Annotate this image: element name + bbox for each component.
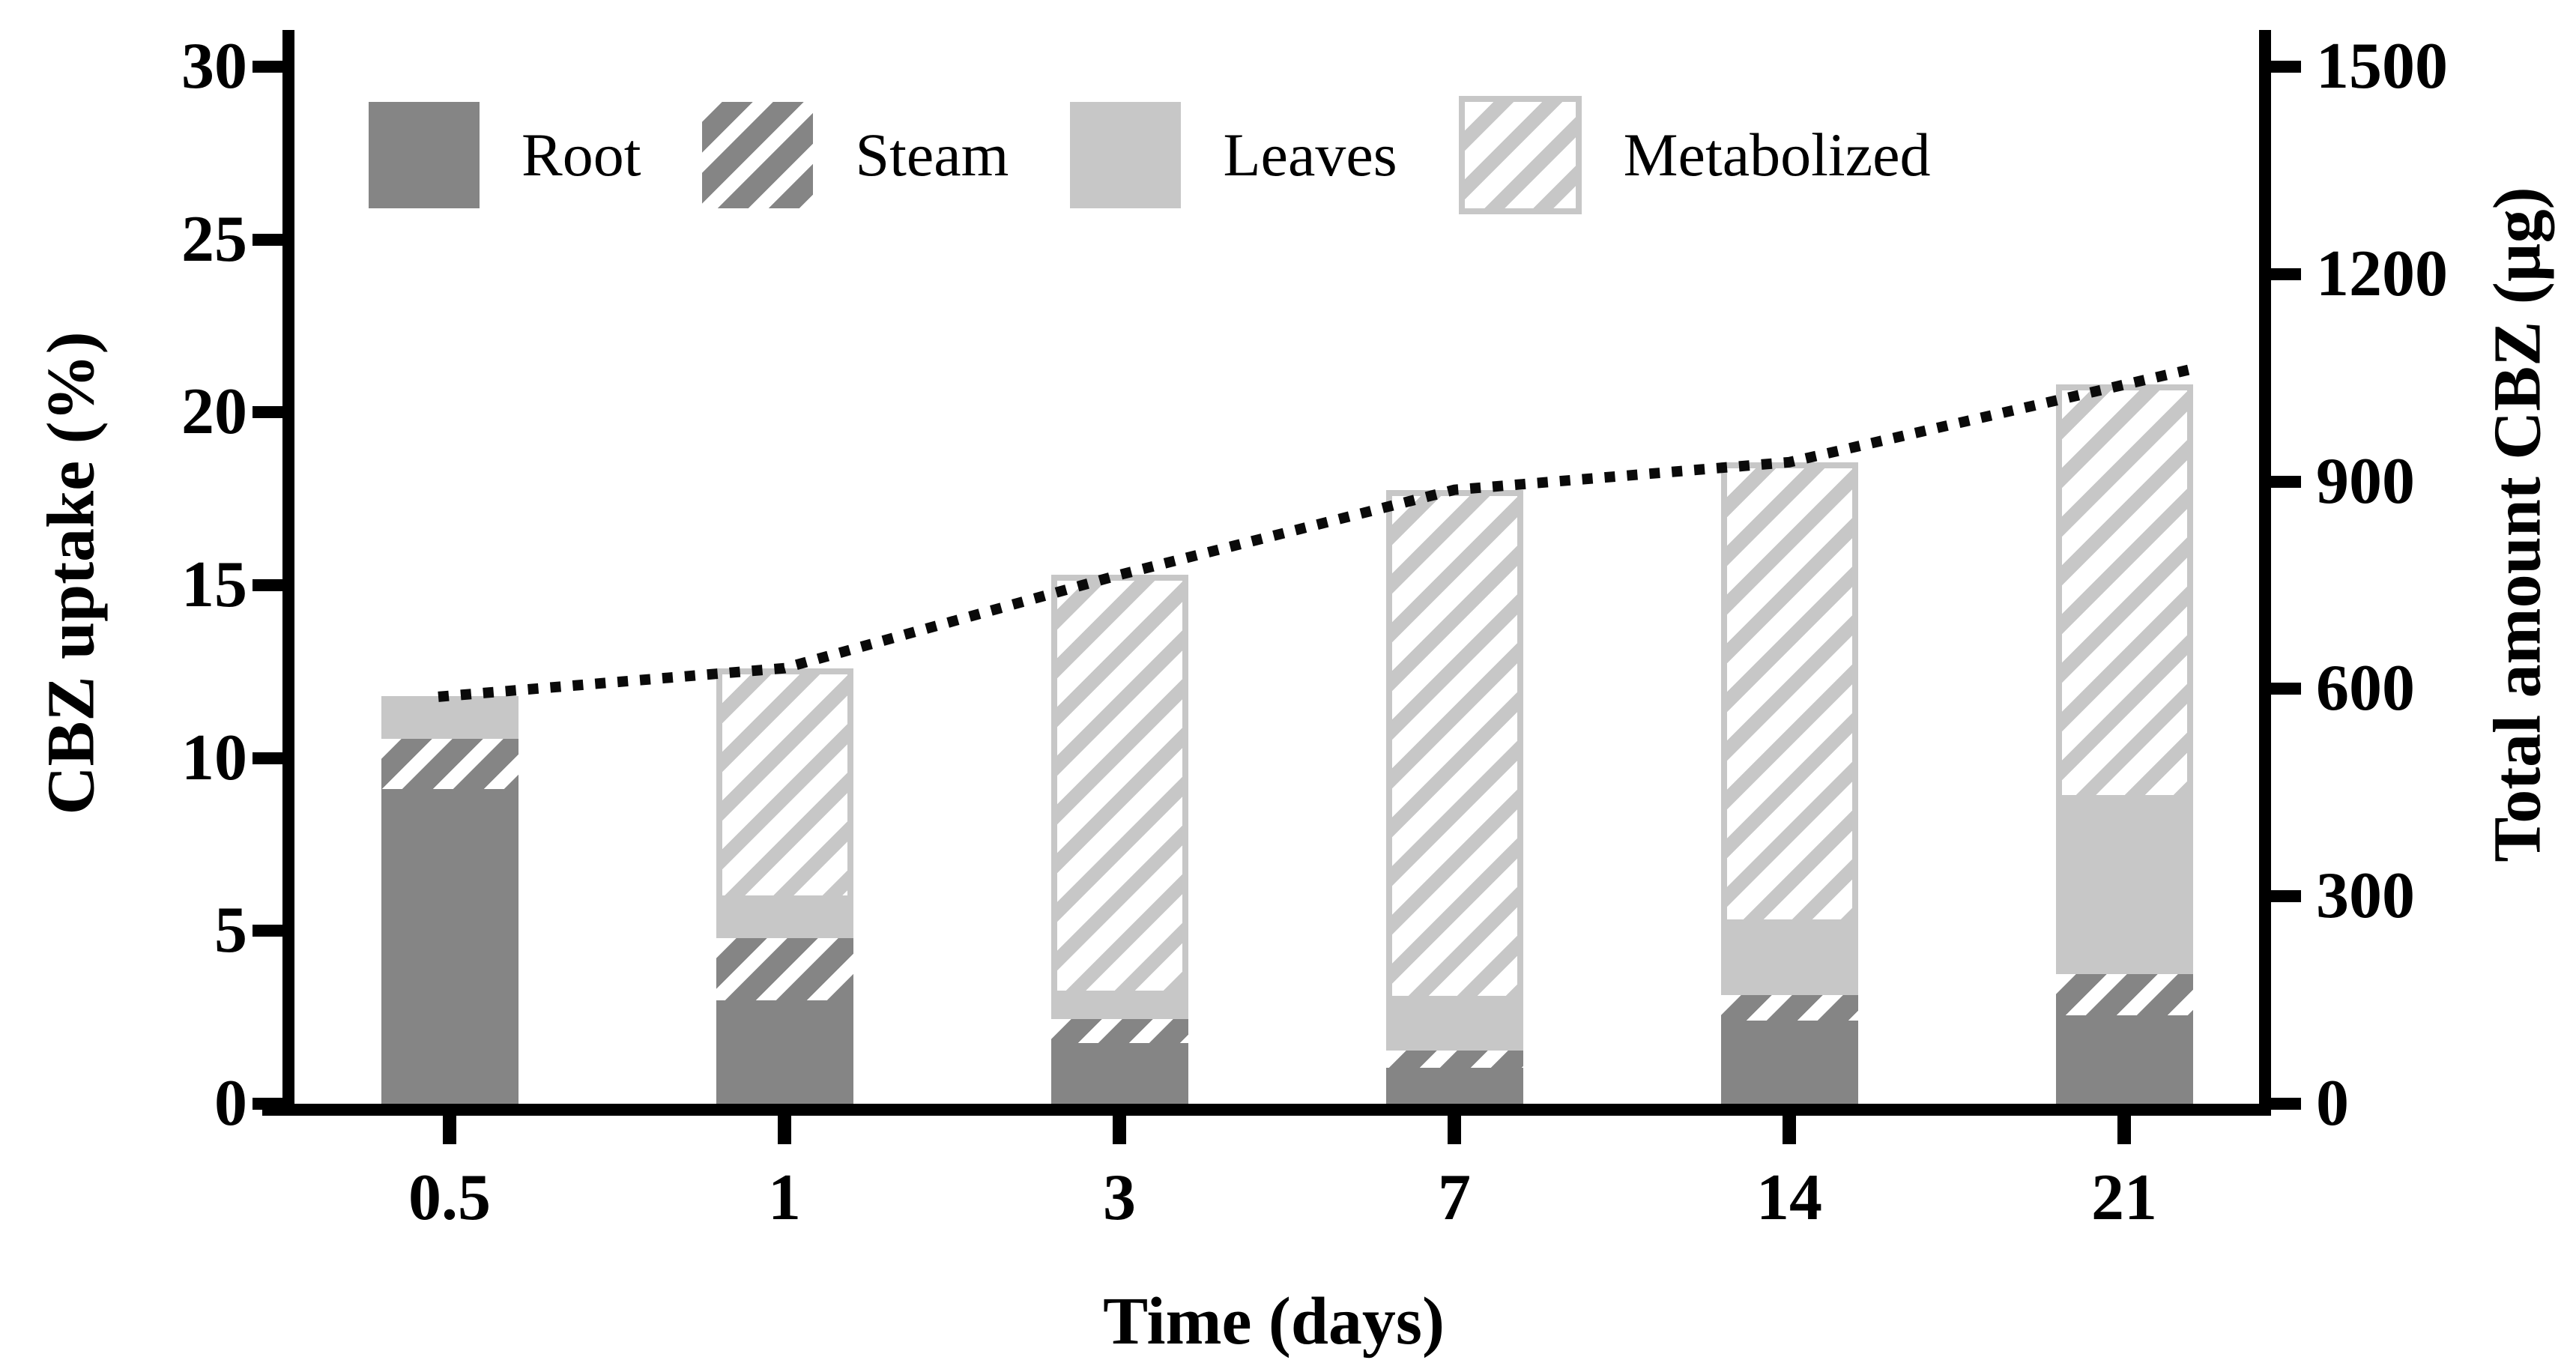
stacked-bar-day-21 xyxy=(2055,384,2193,1104)
bar-segment-metabolized xyxy=(716,668,853,902)
x-tick-label: 21 xyxy=(2091,1161,2157,1234)
legend-label-steam: Steam xyxy=(855,121,1009,189)
y-left-tick xyxy=(253,579,294,591)
legend-swatch-metabolized xyxy=(1458,96,1582,214)
bar-segment-leaves xyxy=(1050,997,1188,1019)
x-axis-title: Time (days) xyxy=(1103,1284,1445,1359)
bar-segment-metabolized xyxy=(2055,384,2193,802)
bar-segment-root xyxy=(1385,1067,1523,1104)
y-left-tick-label: 25 xyxy=(181,202,247,276)
bar-segment-leaves xyxy=(1720,925,1858,995)
bar-segment-steam xyxy=(1050,1019,1188,1044)
y-left-tick xyxy=(253,406,294,419)
bar-segment-leaves xyxy=(2055,801,2193,975)
y-left-tick-label: 10 xyxy=(181,721,247,794)
y-left-tick xyxy=(253,925,294,937)
stacked-bar-day-0.5 xyxy=(381,695,518,1104)
bar-segment-metabolized xyxy=(1720,462,1858,926)
bar-segment-steam xyxy=(381,739,518,790)
bar-segment-root xyxy=(1050,1043,1188,1104)
x-tick xyxy=(1113,1104,1126,1144)
y-axis-left-spine xyxy=(282,30,294,1116)
y-left-tick-label: 15 xyxy=(181,548,247,621)
y-left-tick-label: 30 xyxy=(181,30,247,103)
y-left-tick-label: 0 xyxy=(214,1067,247,1140)
x-tick xyxy=(1448,1104,1461,1144)
bar-segment-root xyxy=(716,1000,853,1104)
y-right-tick xyxy=(2259,890,2301,903)
legend: Root Steam Leaves Metabolized xyxy=(369,96,1930,214)
x-tick xyxy=(2117,1104,2131,1144)
y-right-tick-label: 1500 xyxy=(2316,30,2448,103)
y-left-tick-label: 5 xyxy=(214,894,247,967)
x-tick-label: 0.5 xyxy=(408,1161,491,1234)
bar-segment-root xyxy=(1720,1021,1858,1104)
x-axis-spine xyxy=(262,1104,2271,1116)
y-axis-right-spine xyxy=(2259,30,2271,1116)
bar-segment-leaves xyxy=(381,695,518,740)
bar-segment-root xyxy=(381,789,518,1104)
total-cbz-line-path xyxy=(438,362,2201,702)
y-right-tick-label: 300 xyxy=(2316,859,2415,933)
legend-item-root: Root xyxy=(369,102,641,208)
y-right-tick xyxy=(2259,1098,2301,1110)
bar-segment-steam xyxy=(716,937,853,1000)
x-tick-label: 3 xyxy=(1103,1161,1136,1234)
x-tick-label: 14 xyxy=(1756,1161,1822,1234)
legend-label-root: Root xyxy=(521,121,641,189)
legend-label-leaves: Leaves xyxy=(1223,121,1397,189)
legend-swatch-steam xyxy=(702,102,814,208)
bar-segment-steam xyxy=(1720,994,1858,1021)
y-right-tick-label: 900 xyxy=(2316,444,2415,518)
y-right-tick-label: 600 xyxy=(2316,652,2415,725)
y-left-tick xyxy=(253,1098,294,1110)
x-tick xyxy=(443,1104,456,1144)
x-tick-label: 7 xyxy=(1438,1161,1471,1234)
bar-segment-steam xyxy=(1385,1050,1523,1068)
y-right-tick-label: 0 xyxy=(2316,1067,2349,1140)
legend-label-metabolized: Metabolized xyxy=(1623,121,1931,189)
legend-swatch-root xyxy=(369,102,480,208)
y-right-tick xyxy=(2259,683,2301,695)
stacked-bar-day-14 xyxy=(1720,462,1858,1104)
stacked-bar-day-7 xyxy=(1385,490,1523,1104)
y-left-tick-label: 20 xyxy=(181,375,247,449)
legend-item-steam: Steam xyxy=(702,102,1009,208)
x-tick xyxy=(778,1104,791,1144)
stacked-bar-day-3 xyxy=(1050,575,1188,1104)
x-tick-label: 1 xyxy=(768,1161,801,1234)
bar-segment-steam xyxy=(2055,974,2193,1016)
bar-segment-leaves xyxy=(1385,1001,1523,1051)
legend-item-metabolized: Metabolized xyxy=(1458,96,1931,214)
bar-segment-metabolized xyxy=(1385,490,1523,1002)
y-right-tick xyxy=(2259,61,2301,73)
legend-swatch-leaves xyxy=(1070,102,1182,208)
legend-item-leaves: Leaves xyxy=(1070,102,1397,208)
y-right-tick-label: 1200 xyxy=(2316,237,2448,310)
bar-segment-root xyxy=(2055,1015,2193,1104)
right-axis-title: Total amount CBZ (µg) xyxy=(2480,187,2555,862)
y-left-tick xyxy=(253,233,294,246)
bar-segment-metabolized xyxy=(1050,575,1188,997)
y-right-tick xyxy=(2259,475,2301,488)
stacked-bar-day-1 xyxy=(716,668,853,1104)
y-left-tick xyxy=(253,752,294,764)
bar-segment-leaves xyxy=(716,901,853,938)
y-left-tick xyxy=(253,61,294,73)
y-right-tick xyxy=(2259,268,2301,280)
x-tick xyxy=(1783,1104,1796,1144)
